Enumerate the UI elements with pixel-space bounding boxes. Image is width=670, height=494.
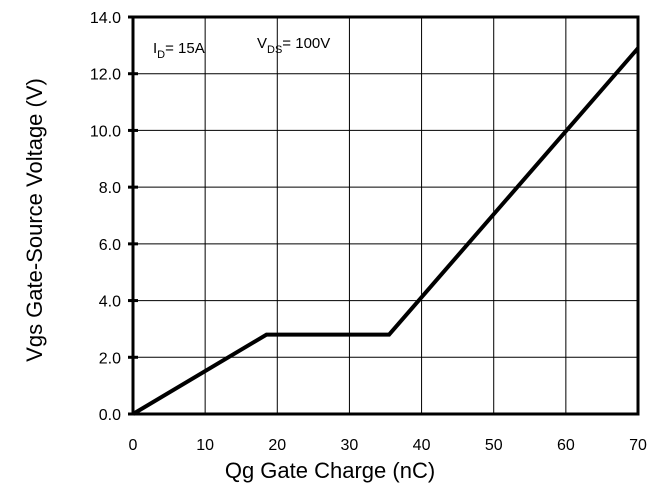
x-tick-label: 50	[485, 437, 503, 454]
grid-lines	[133, 17, 638, 414]
y-tick-label: 14.0	[90, 10, 121, 27]
x-tick-label: 60	[557, 437, 575, 454]
x-tick-label: 30	[341, 437, 359, 454]
drain-source-voltage-symbol: V	[257, 35, 267, 52]
y-tick-label: 8.0	[99, 180, 121, 197]
drain-current-value: = 15A	[165, 40, 205, 57]
x-tick-label: 0	[129, 437, 138, 454]
y-tick-label: 0.0	[99, 407, 121, 424]
y-tick-label: 12.0	[90, 67, 121, 84]
x-axis-title: Qg Gate Charge (nC)	[225, 458, 435, 483]
drain-source-voltage-condition: VDS= 100V	[257, 35, 330, 56]
x-tick-label: 20	[268, 437, 286, 454]
drain-source-voltage-subscript: DS	[267, 44, 282, 56]
x-tick-label: 70	[629, 437, 647, 454]
drain-source-voltage-value: = 100V	[282, 35, 330, 52]
y-tick-labels: 0.0 2.0 4.0 6.0 8.0 10.0 12.0 14.0	[90, 10, 121, 424]
x-tick-label: 40	[413, 437, 431, 454]
y-axis-title: Vgs Gate-Source Voltage (V)	[22, 78, 47, 362]
series-layer	[131, 46, 640, 416]
y-tick-label: 4.0	[99, 294, 121, 311]
drain-current-subscript: D	[157, 49, 165, 61]
drain-current-symbol: I	[153, 40, 157, 57]
test-conditions: ID= 15A VDS= 100V	[153, 35, 330, 61]
drain-current-condition: ID= 15A	[153, 40, 205, 61]
y-tick-label: 10.0	[90, 123, 121, 140]
x-tick-label: 10	[196, 437, 214, 454]
y-tick-label: 6.0	[99, 237, 121, 254]
gate-charge-curve	[131, 46, 640, 416]
x-tick-labels: 0 10 20 30 40 50 60 70	[129, 437, 647, 454]
y-tick-label: 2.0	[99, 350, 121, 367]
tick-marks	[128, 15, 138, 416]
plot-frame	[131, 15, 640, 416]
